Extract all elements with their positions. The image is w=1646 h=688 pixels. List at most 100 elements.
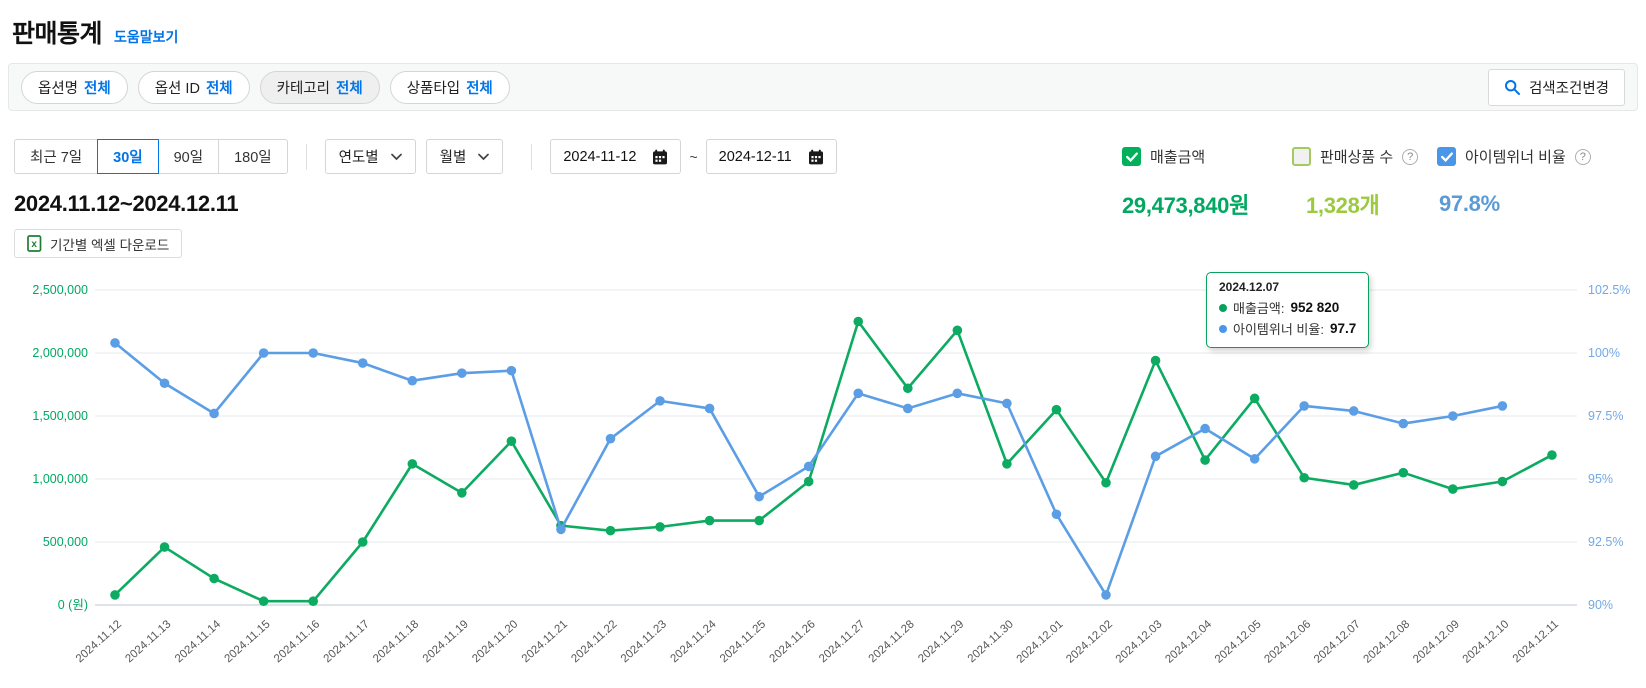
help-icon[interactable] [1574, 148, 1591, 165]
right-axis-tick: 95% [1588, 472, 1613, 486]
filter-chip-label: 옵션 ID [154, 80, 200, 97]
legend-item-itemwinner[interactable]: 아이템위너 비율 [1437, 146, 1632, 167]
filter-chip-value: 전체 [336, 80, 363, 97]
excel-row: x 기간별 엑셀 다운로드 [14, 229, 1632, 258]
x-axis-tick: 2024.11.19 [421, 618, 471, 665]
divider [531, 143, 533, 170]
filter-chip-option-name[interactable]: 옵션명 전체 [21, 70, 128, 104]
filter-chip-label: 카테고리 [276, 80, 330, 97]
summary-stats: 29,473,840원 1,328개 97.8% [1122, 188, 1632, 220]
sales-chart-svg[interactable]: 0 (원) 90% 500,000 92.5% 1,000,000 95% 1,500,00… [0, 262, 1646, 676]
x-axis-tick: 2024.11.28 [867, 618, 917, 665]
blue-dot-icon [1219, 324, 1227, 333]
left-axis-tick: 1,500,000 [32, 409, 88, 423]
x-axis-tick: 2024.11.20 [470, 618, 520, 665]
help-icon[interactable] [1402, 148, 1419, 165]
summary-row: 2024.11.12~2024.12.11 29,473,840원 1,328개… [14, 188, 1632, 220]
x-axis-tick: 2024.11.14 [173, 618, 224, 665]
tooltip-date: 2024.12.07 [1219, 280, 1280, 294]
chevron-down-icon [478, 153, 490, 161]
filter-chip-category[interactable]: 카테고리 전체 [259, 70, 380, 104]
x-axis-tick: 2024.11.29 [916, 618, 966, 665]
period-controls-row: 최근 7일 30일 90일 180일 연도별 월별 2024-11-12 ~ 2… [14, 139, 1632, 174]
chevron-down-icon [390, 153, 402, 161]
stat-products-sold-total: 1,328개 [1306, 193, 1380, 218]
legend-label: 아이템위너 비율 [1465, 149, 1566, 166]
x-axis-tick: 2024.11.25 [718, 618, 768, 665]
legend-item-products-sold[interactable]: 판매상품 수 [1292, 146, 1437, 167]
filter-chip-option-id[interactable]: 옵션 ID 전체 [137, 70, 250, 104]
date-range-separator: ~ [689, 148, 698, 165]
sales-chart: 0 (원) 90% 500,000 92.5% 1,000,000 95% 1,500,00… [0, 262, 1646, 676]
tooltip-label: 매출금액: [1233, 301, 1285, 316]
green-dot-icon [1219, 303, 1227, 312]
range-button-30d[interactable]: 30일 [97, 139, 159, 174]
calendar-icon [808, 149, 824, 165]
yearly-dropdown[interactable]: 연도별 [324, 139, 416, 174]
divider [305, 143, 307, 170]
x-axis-tick: 2024.12.01 [1015, 618, 1066, 665]
date-to-value: 2024-12-11 [718, 148, 792, 165]
help-link[interactable]: 도움말보기 [114, 29, 179, 45]
filter-chip-value: 전체 [84, 80, 111, 97]
itemwinner-line-series[interactable] [110, 338, 1508, 600]
date-from-input[interactable]: 2024-11-12 [550, 139, 682, 174]
change-search-conditions-button[interactable]: 검색조건변경 [1487, 68, 1625, 106]
date-from-value: 2024-11-12 [563, 148, 637, 165]
range-button-90d[interactable]: 90일 [157, 139, 220, 174]
page-header: 판매통계 도움말보기 [0, 0, 1646, 50]
right-axis-tick: 102.5% [1588, 283, 1630, 297]
x-axis-tick: 2024.12.03 [1114, 618, 1165, 665]
excel-button-label: 기간별 엑셀 다운로드 [50, 237, 170, 253]
x-axis-tick: 2024.11.21 [520, 618, 570, 665]
x-axis-tick: 2024.12.06 [1262, 618, 1313, 665]
x-axis-tick: 2024.12.04 [1163, 618, 1214, 666]
monthly-dropdown[interactable]: 월별 [425, 139, 504, 174]
range-button-group: 최근 7일 30일 90일 180일 [14, 139, 288, 174]
legend-item-revenue[interactable]: 매출금액 [1122, 146, 1292, 167]
right-axis-tick: 92.5% [1588, 535, 1623, 549]
checkbox-revenue[interactable] [1122, 147, 1141, 166]
filter-chip-product-type[interactable]: 상품타입 전체 [389, 70, 510, 104]
excel-icon: x [27, 235, 42, 252]
x-axis-tick: 2024.11.27 [817, 618, 867, 665]
range-button-180d[interactable]: 180일 [218, 139, 288, 174]
left-axis-tick: 2,000,000 [32, 346, 88, 360]
checkbox-products-sold[interactable] [1292, 147, 1311, 166]
filter-bar: 옵션명 전체 옵션 ID 전체 카테고리 전체 상품타입 전체 검색조건변경 [8, 63, 1638, 111]
calendar-icon [652, 149, 668, 165]
x-axis-tick: 2024.11.16 [272, 618, 322, 665]
filter-chip-label: 옵션명 [38, 80, 79, 97]
legend-label: 판매상품 수 [1320, 149, 1394, 166]
tooltip-value: 97.7 [1329, 321, 1357, 336]
tooltip-label: 아이템위너 비율: [1233, 322, 1324, 337]
x-axis-tick: 2024.11.18 [371, 618, 421, 665]
date-to-input[interactable]: 2024-12-11 [705, 139, 837, 174]
search-button-label: 검색조건변경 [1528, 80, 1609, 97]
x-axis-tick: 2024.12.02 [1064, 618, 1115, 665]
svg-text:x: x [31, 239, 37, 250]
legend-label: 매출금액 [1150, 149, 1206, 166]
filter-chip-label: 상품타입 [406, 80, 461, 97]
x-axis-tick: 2024.11.30 [966, 618, 1016, 665]
stat-itemwinner-ratio: 97.8% [1439, 191, 1500, 216]
range-button-7d[interactable]: 최근 7일 [14, 139, 99, 174]
filter-chip-value: 전체 [205, 80, 233, 97]
monthly-dropdown-label: 월별 [439, 150, 467, 166]
tooltip-value: 952 820 [1290, 300, 1340, 315]
excel-download-button[interactable]: x 기간별 엑셀 다운로드 [14, 229, 183, 258]
right-axis-tick: 97.5% [1588, 409, 1623, 423]
revenue-line-series[interactable] [110, 316, 1557, 607]
chart-legend: 매출금액 판매상품 수 아이템위너 비율 [1122, 146, 1632, 167]
x-axis-tick: 2024.12.09 [1411, 618, 1462, 665]
filter-chip-value: 전체 [466, 80, 493, 97]
x-axis-tick: 2024.11.26 [768, 618, 818, 665]
yearly-dropdown-label: 연도별 [338, 150, 379, 166]
x-axis-tick: 2024.11.17 [322, 618, 372, 665]
x-axis-tick: 2024.12.05 [1213, 618, 1264, 665]
x-axis-tick: 2024.11.12 [74, 618, 124, 665]
x-axis-tick: 2024.11.13 [123, 618, 173, 665]
checkbox-itemwinner[interactable] [1437, 147, 1456, 166]
page-title: 판매통계 [12, 20, 103, 48]
x-axis-tick: 2024.12.11 [1511, 618, 1561, 665]
